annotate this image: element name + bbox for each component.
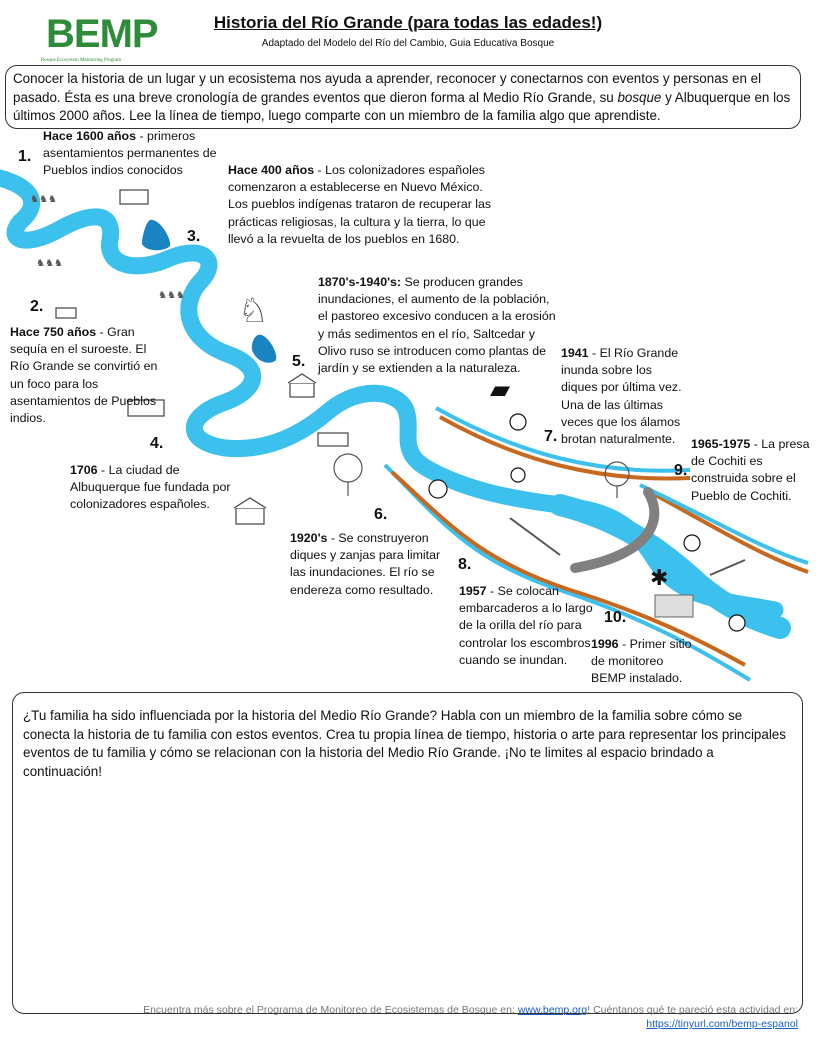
event-9: 1965-1975 - La presa de Cochiti es const… [691, 436, 811, 505]
page-subtitle: Adaptado del Modelo del Río del Cambio, … [261, 38, 555, 49]
cochiti-dam [570, 487, 660, 573]
event-number-5: 5. [292, 353, 306, 370]
event-number-4: 4. [150, 435, 164, 452]
saltcedar-icons [428, 413, 746, 632]
feedback-link[interactable]: https://tinyurl.com/bemp-espanol [646, 1018, 798, 1030]
horse-rider-icon: ♘ [238, 291, 268, 331]
event-2: Hace 750 años - Gran sequía en el suroes… [10, 324, 165, 427]
event-6-text: - Se construyeron diques y zanjas para l… [290, 531, 441, 597]
event-1: Hace 1600 años - primeros asentamientos … [43, 128, 218, 180]
svg-text:♞♞♞: ♞♞♞ [30, 194, 57, 205]
cow-icon: ▰ [490, 375, 510, 405]
monitoring-site-icon [654, 594, 694, 618]
event-2-date: Hace 750 años [10, 325, 97, 339]
dead-tree-icon: ✱ [650, 566, 668, 591]
event-10: 1996 - Primer sitio de monitoreo BEMP in… [591, 636, 701, 688]
event-number-8: 8. [458, 556, 472, 573]
pueblo-dwellings-icons [55, 189, 349, 447]
event-4: 1706 - La ciudad de Albuquerque fue fund… [70, 462, 250, 514]
event-3-date: Hace 400 años [228, 163, 315, 177]
levee-upper-outer [435, 406, 691, 473]
event-6-date: 1920's [290, 531, 328, 545]
svg-text:♞♞♞: ♞♞♞ [158, 290, 185, 301]
event-number-3: 3. [187, 228, 201, 245]
event-number-9: 9. [674, 462, 688, 479]
levee-right-blue [639, 483, 809, 565]
intro-text: Conocer la historia de un lugar y un eco… [6, 66, 800, 130]
pond-2 [251, 334, 277, 363]
event-number-1: 1. [18, 148, 32, 165]
footer: Encuentra más sobre el Programa de Monit… [18, 1003, 798, 1031]
levee-upper-brown [439, 415, 691, 481]
event-8-text: - Se colocan embarcaderos a lo largo de … [459, 584, 593, 667]
event-number-2: 2. [30, 298, 44, 315]
event-3-text: - Los colonizadores españoles comenzaron… [228, 163, 492, 246]
river [0, 169, 784, 619]
page-title: Historia del Río Grande (para todas las … [213, 13, 603, 32]
event-3: Hace 400 años - Los colonizadores españo… [228, 162, 500, 248]
people-icons: ♞♞♞ ♞♞♞ ♞♞♞ [30, 194, 185, 301]
event-7-date: 1941 [561, 346, 589, 360]
event-number-7: 7. [544, 428, 558, 445]
event-7: 1941 - El Río Grande inunda sobre los di… [561, 345, 691, 448]
bemp-website-link[interactable]: www.bemp.org [517, 1004, 588, 1016]
event-9-text: - La presa de Cochiti es construida sobr… [691, 437, 810, 503]
event-number-10: 10. [604, 609, 627, 626]
levee-right-brown [649, 490, 809, 574]
pond-1 [142, 219, 171, 251]
levee-lower-brown [390, 470, 746, 667]
family-history-prompt: ¿Tu familia ha sido influenciada por la … [23, 708, 786, 779]
intro-part1: Conocer la historia de un lugar y un eco… [13, 71, 762, 105]
event-1-text: - primeros asentamientos permanentes de … [43, 129, 217, 178]
event-number-6: 6. [374, 506, 388, 523]
intro-box: Conocer la historia de un lugar y un eco… [5, 65, 801, 129]
event-7-text: - El Río Grande inunda sobre los diques … [561, 346, 682, 447]
levee-lower-blue-a [383, 463, 752, 682]
event-1-date: Hace 1600 años [43, 129, 136, 143]
event-5-date: 1870's-1940's: [318, 275, 402, 289]
footer-text-2: ! Cuéntanos qué te pareció esta activida… [587, 1004, 798, 1016]
jetty-icons [509, 517, 746, 576]
logo-subtext: Bosque Ecosystem Monitoring Program [40, 58, 122, 63]
river-straightened [549, 494, 791, 639]
event-9-date: 1965-1975 [691, 437, 751, 451]
event-5: 1870's-1940's: Se producen grandes inund… [318, 274, 558, 377]
event-10-date: 1996 [591, 637, 619, 651]
house-icons [233, 373, 317, 525]
tree-icons [333, 453, 630, 498]
event-8: 1957 - Se colocan embarcaderos a lo larg… [459, 583, 594, 669]
intro-part2: y Albuquerque en los últimos 2000 años. … [13, 89, 791, 124]
event-10-text: - Primer sitio de monitoreo BEMP instala… [591, 637, 692, 686]
svg-text:♞♞♞: ♞♞♞ [36, 258, 63, 269]
logo-text: BEMP [46, 12, 159, 56]
event-2-text: - Gran sequía en el suroeste. El Río Gra… [10, 325, 158, 426]
intro-italic: bosque [617, 89, 662, 105]
event-4-text: - La ciudad de Albuquerque fue fundada p… [70, 463, 231, 512]
footer-text-1: Encuentra más sobre el Programa de Monit… [143, 1004, 518, 1016]
family-history-box[interactable]: ¿Tu familia ha sido influenciada por la … [12, 692, 803, 1014]
bemp-logo: BEMP Bosque Ecosystem Monitoring Program [26, 12, 159, 66]
event-4-date: 1706 [70, 463, 98, 477]
event-5-text: Se producen grandes inundaciones, el aum… [318, 275, 556, 376]
event-6: 1920's - Se construyeron diques y zanjas… [290, 530, 445, 599]
event-8-date: 1957 [459, 584, 487, 598]
